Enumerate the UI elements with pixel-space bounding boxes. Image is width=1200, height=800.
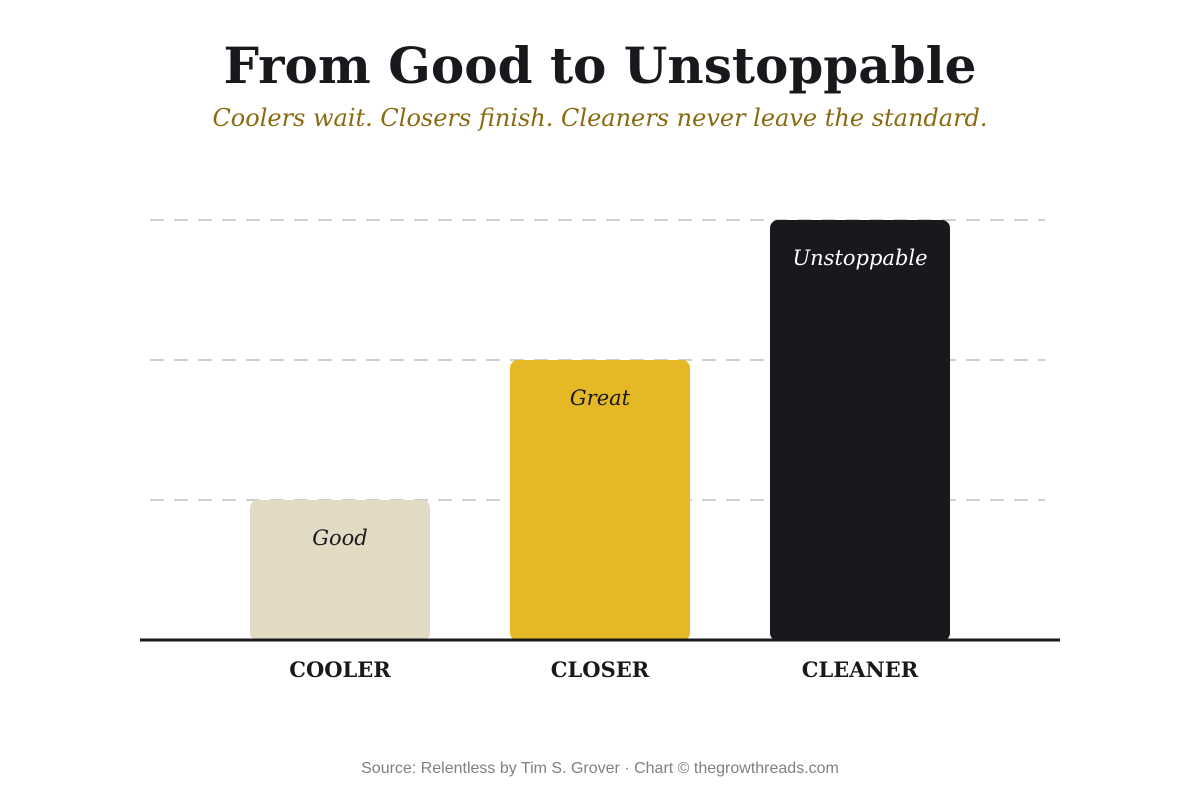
bar-cleaner <box>770 220 950 641</box>
bar-data-label: Unstoppable <box>792 246 927 270</box>
bar-data-label: Good <box>312 526 368 550</box>
x-tick-label: CLEANER <box>802 657 919 682</box>
bar-closer <box>510 360 690 641</box>
chart-title: From Good to Unstoppable <box>223 36 977 95</box>
x-tick-labels: COOLER CLOSER CLEANER <box>289 657 919 682</box>
bar-cooler <box>250 500 430 641</box>
chart-subtitle: Coolers wait. Closers finish. Cleaners n… <box>212 104 988 132</box>
x-tick-label: CLOSER <box>551 657 650 682</box>
x-tick-label: COOLER <box>289 657 391 682</box>
bars-group: Good Great Unstoppable <box>250 220 950 641</box>
source-note: Source: Relentless by Tim S. Grover · Ch… <box>361 760 839 777</box>
bar-data-label: Great <box>570 386 631 410</box>
